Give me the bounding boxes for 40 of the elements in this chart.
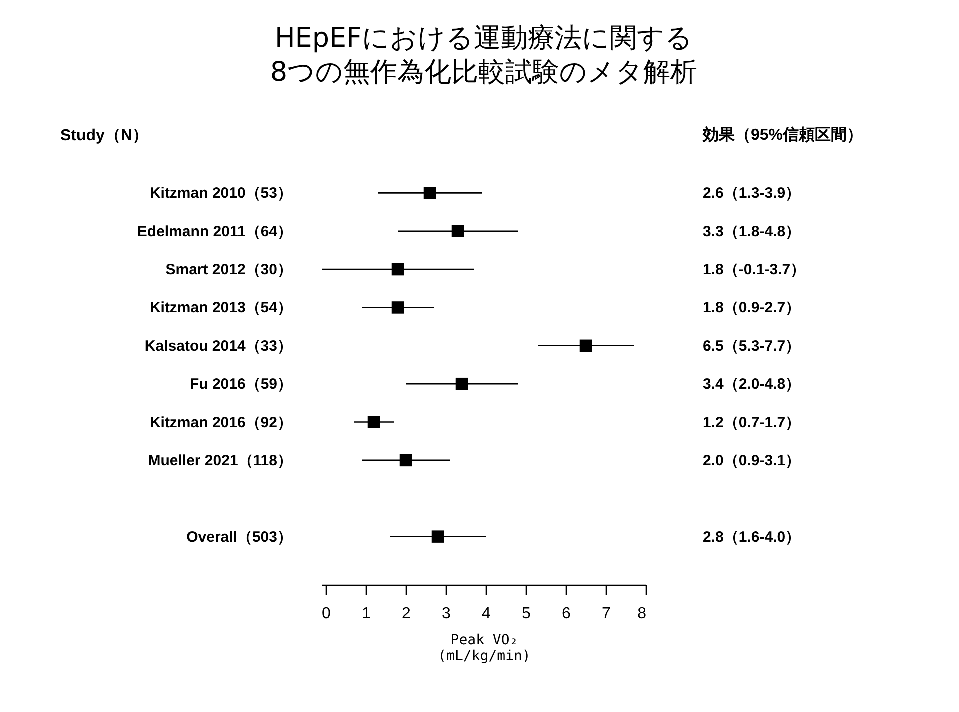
data-label: 1.2（0.7-1.7）: [703, 414, 801, 432]
x-tick-label: 5: [522, 606, 532, 622]
point: [432, 530, 444, 543]
point: [424, 187, 436, 200]
x-tick-label: 3: [442, 606, 452, 622]
data-label: 1.8（0.9-2.7）: [703, 300, 801, 317]
x-tick-label: 0: [322, 606, 332, 622]
y-tick-label: Kitzman 2010（53）: [150, 185, 292, 202]
x-tick-label: 6: [562, 606, 572, 622]
y-tick-label: Smart 2012（30）: [166, 262, 292, 279]
point: [400, 454, 412, 467]
data-label: 1.8（-0.1-3.7）: [703, 262, 806, 279]
data-label: 3.4（2.0-4.8）: [703, 376, 801, 394]
x-tick-label: 4: [482, 606, 492, 622]
y-tick-label: Edelmann 2011（64）: [137, 223, 292, 240]
x-tick-label: 7: [602, 606, 612, 622]
data-label: 2.6（1.3-3.9）: [703, 185, 801, 202]
x-axis-title: Peak VO₂ (mL/kg/min): [438, 632, 531, 664]
point: [456, 378, 468, 390]
point: [452, 225, 464, 238]
text: 効果（95%信頼区間）: [702, 126, 864, 144]
y-tick-label: Overall（503）: [186, 528, 292, 546]
y-tick-label: Kitzman 2016（92）: [150, 414, 292, 432]
y-tick-label: Kitzman 2013（54）: [150, 300, 292, 317]
data-label: 2.0（0.9-3.1）: [703, 452, 801, 470]
y-tick-label: Fu 2016（59）: [190, 376, 292, 394]
point: [368, 416, 380, 428]
point: [580, 340, 592, 352]
y-tick-label: Kalsatou 2014（33）: [144, 338, 292, 355]
point: [392, 263, 404, 276]
data-label: 3.3（1.8-4.8）: [703, 223, 801, 240]
y-tick-label: Mueller 2021（118）: [148, 452, 292, 470]
y-axis-title: Study（N）: [60, 128, 148, 144]
data-label: 2.8（1.6-4.0）: [703, 528, 801, 546]
point: [392, 302, 404, 314]
x-tick-label: 1: [362, 606, 372, 622]
x-tick-label: 8: [638, 606, 647, 622]
x-tick-label: 2: [402, 606, 412, 622]
chart-title: HEpEFにおける運動療法に関する 8つの無作為化比較試験のメタ解析: [270, 23, 698, 88]
data-label: 6.5（5.3-7.7）: [703, 338, 801, 355]
